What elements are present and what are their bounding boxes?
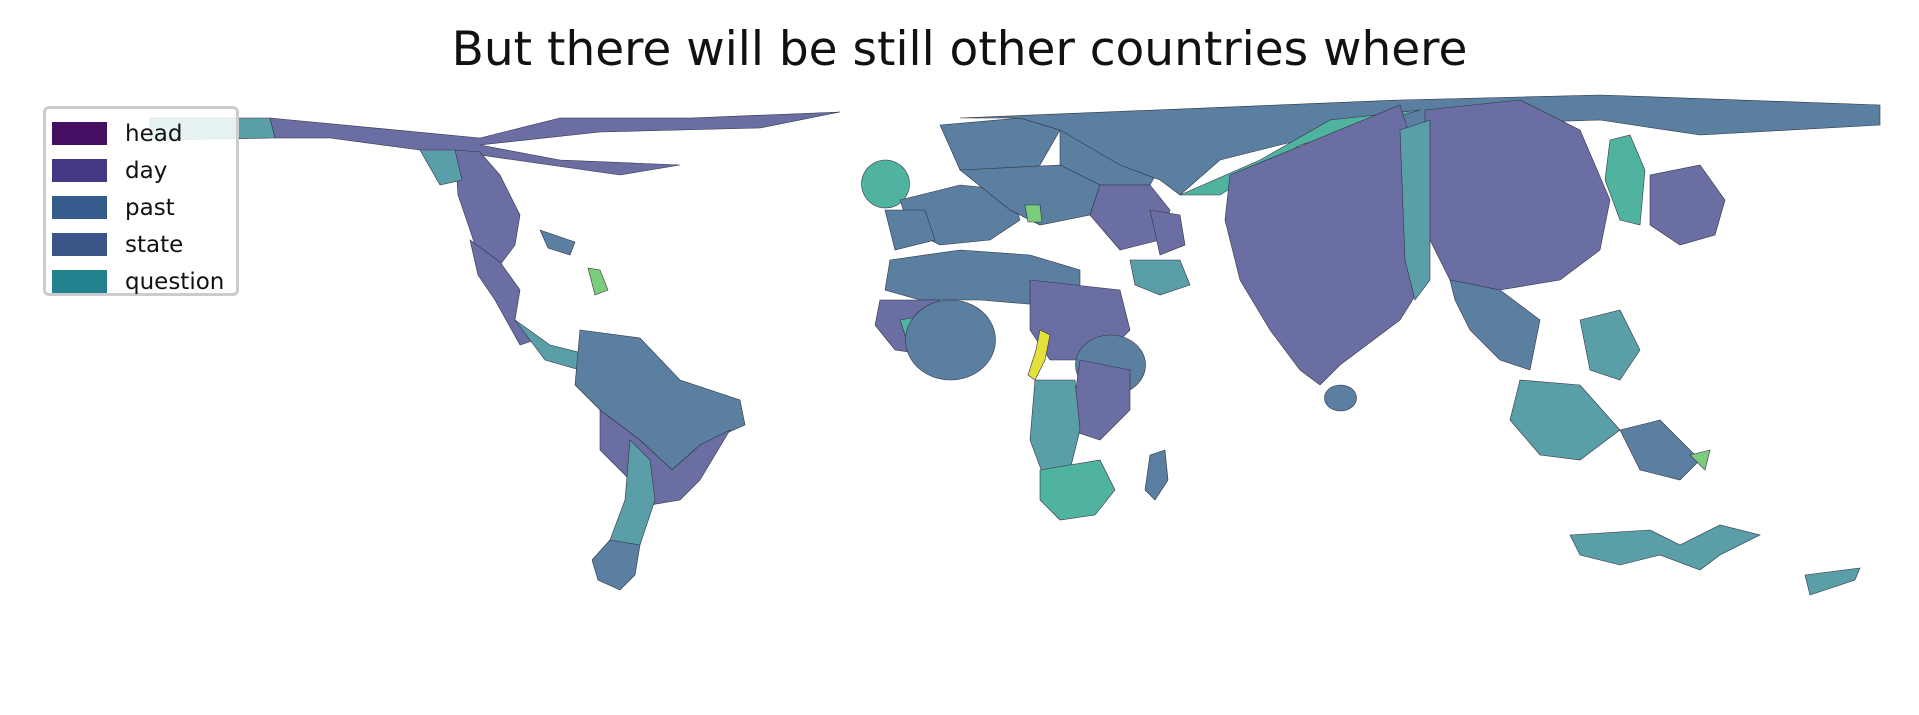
legend-item: head [52, 115, 236, 152]
legend-item: past [52, 189, 236, 226]
legend-swatch [52, 159, 107, 182]
legend-item: day [52, 152, 236, 189]
region-central-usa[interactable] [419, 149, 463, 186]
legend-item: question [52, 263, 236, 300]
region-australia[interactable] [1569, 524, 1761, 571]
legend-label: day [125, 157, 168, 184]
region-new-zealand[interactable] [1804, 567, 1861, 596]
region-arabia-2[interactable] [1149, 209, 1186, 256]
region-arabia[interactable] [1129, 259, 1191, 296]
legend: head day past state question [43, 106, 239, 296]
legend-swatch [52, 233, 107, 256]
region-korea[interactable] [1604, 134, 1646, 226]
legend-swatch [52, 270, 107, 293]
region-canada[interactable] [269, 111, 841, 176]
region-southern-africa[interactable] [1039, 459, 1116, 521]
region-iberia[interactable] [884, 209, 936, 251]
region-sri-lanka[interactable] [1324, 384, 1357, 412]
region-caribbean-2[interactable] [539, 229, 576, 256]
legend-item: state [52, 226, 236, 263]
legend-swatch [52, 122, 107, 145]
legend-label: state [125, 231, 184, 258]
region-philippines[interactable] [1579, 309, 1641, 381]
region-caribbean[interactable] [587, 267, 609, 296]
legend-label: head [125, 120, 183, 147]
region-usa[interactable] [454, 149, 521, 266]
legend-label: question [125, 268, 225, 295]
region-korea-japan[interactable] [1649, 164, 1726, 246]
region-nigeria[interactable] [905, 299, 996, 381]
region-papua-green[interactable] [1689, 449, 1711, 471]
region-europe-green[interactable] [1024, 204, 1043, 223]
legend-swatch [52, 196, 107, 219]
region-himalaya[interactable] [1399, 119, 1431, 301]
region-southeast-asia[interactable] [1449, 279, 1541, 371]
region-china[interactable] [1424, 99, 1611, 291]
region-iceland[interactable] [861, 159, 910, 209]
region-patagonia[interactable] [591, 539, 641, 591]
map-title: But there will be still other countries … [451, 22, 1468, 77]
legend-label: past [125, 194, 175, 221]
region-madagascar[interactable] [1144, 449, 1169, 501]
region-indonesia[interactable] [1509, 379, 1621, 461]
region-papua[interactable] [1619, 419, 1701, 481]
